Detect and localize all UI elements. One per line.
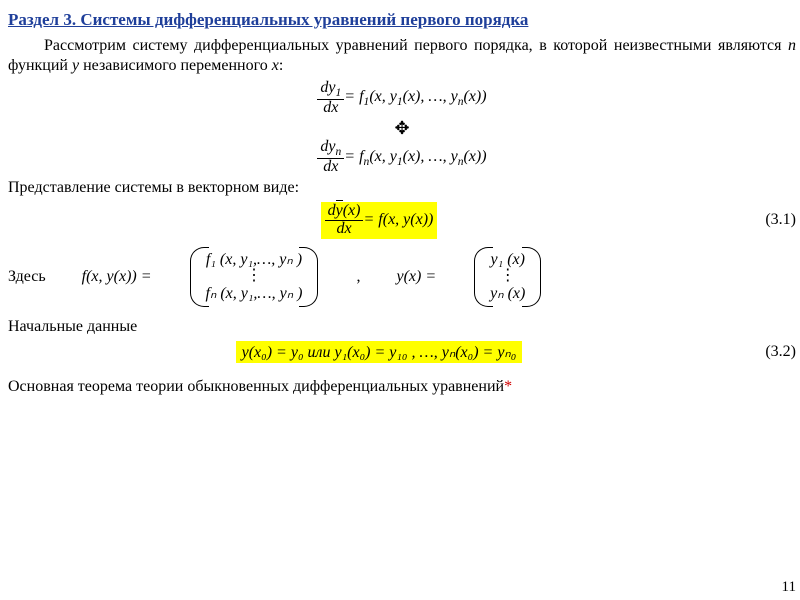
matrix-y-row-n: yₙ (x) [490,283,525,305]
vector-definitions-row: Здесь f(x, y(x)) = f₁ (x, y₁,…, yₙ ) ⋮ f… [8,245,796,309]
args1b: (x), …, y [403,88,458,105]
dy-den: dx [333,221,354,238]
document-page: Раздел 3. Системы дифференциальных уравн… [0,0,800,600]
equation-3-2: y(x₀) = y₀ или y₁(x₀) = y₁₀ , …, yₙ(x₀) … [8,341,796,363]
dy-paren: (x) [343,202,361,219]
args1a: (x, y [369,88,397,105]
fraction-dy1-dx: dy1 dx [317,80,344,117]
intro-text-3: независимого переменного [79,57,272,74]
theorem-line: Основная теорема теории обыкновенных диф… [8,377,796,397]
dy-d: d [328,202,336,219]
dy1-num: dy [320,79,335,96]
equation-3-1-number: (3.1) [750,211,796,229]
dy1-den: dx [320,100,341,117]
vdots-icon: ⋮ [206,270,303,283]
matrix-f: f₁ (x, y₁,…, yₙ ) ⋮ fₙ (x, y₁,…, yₙ ) [188,245,321,309]
dyn-den: dx [320,159,341,176]
argsnb: (x), …, y [403,148,458,165]
matrix-f-row-n: fₙ (x, y₁,…, yₙ ) [206,283,303,305]
paren-right-icon [308,245,320,309]
eq31-end: )) [423,211,434,228]
dyn-num: dy [320,138,335,155]
move-cursor-glyph: ✥ [8,119,796,137]
dy1-sub: 1 [336,87,342,99]
equation-3-2-number: (3.2) [750,343,796,361]
args1c: (x)) [463,88,486,105]
intro-text-1: Рассмотрим систему дифференциальных урав… [44,37,788,54]
dyn-sub: n [336,146,342,158]
matrix-f-body: f₁ (x, y₁,…, yₙ ) ⋮ fₙ (x, y₁,…, yₙ ) [200,245,309,309]
fraction-dyn-dx: dyn dx [317,139,344,176]
move-cursor-icon: ✥ [394,119,409,137]
here-label: Здесь [8,268,46,286]
intro-x: x [272,57,279,74]
intro-n: n [788,37,796,54]
matrix-y: y₁ (x) ⋮ yₙ (x) [472,245,543,309]
equation-system-row-1: dy1 dx = f1(x, y1(x), …, yn(x)) [8,80,796,117]
theorem-text: Основная теорема теории обыкновенных диф… [8,378,504,395]
f-def-lhs: f(x, y(x)) = [82,268,152,286]
theorem-asterisk: * [504,378,512,395]
intro-text-2: функций [8,57,72,74]
intro-text-4: : [279,57,283,74]
dy-ybar: y [336,200,343,219]
eq31-x2: x [416,211,423,228]
intro-paragraph: Рассмотрим систему дифференциальных урав… [8,36,796,76]
eq31-pre: = f( [363,211,388,228]
paren-left-icon-2 [472,245,484,309]
argsna: (x, y [369,148,397,165]
fraction-dybar-dx: dy(x) dx [325,203,364,238]
eq1-rhs: = f1(x, y1(x), …, yn(x)) [344,88,486,108]
equation-system-row-n: dyn dx = fn(x, y1(x), …, yn(x)) [8,139,796,176]
page-number: 11 [782,579,796,596]
initial-data-label: Начальные данные [8,317,796,337]
equation-3-1-highlight: dy(x) dx = f(x, y(x)) [321,202,438,239]
y-def-lhs: y(x) = [396,268,436,286]
eq-sign-1: = [344,88,359,105]
eq31-rhs: = f(x, y(x)) [363,211,433,229]
eqn-rhs: = fn(x, y1(x), …, yn(x)) [344,148,486,168]
argsnc: (x)) [463,148,486,165]
equation-3-2-highlight: y(x₀) = y₀ или y₁(x₀) = y₁₀ , …, yₙ(x₀) … [236,341,523,363]
eq-sign-n: = [344,148,359,165]
equation-3-1: dy(x) dx = f(x, y(x)) (3.1) [8,202,796,239]
paren-left-icon [188,245,200,309]
section-title: Раздел 3. Системы дифференциальных уравн… [8,10,796,30]
vector-representation-label: Представление системы в векторном виде: [8,178,796,198]
paren-right-icon-2 [531,245,543,309]
comma-separator: , [356,268,360,286]
vdots-icon-2: ⋮ [490,270,525,283]
eq31-mid: , y( [395,211,415,228]
